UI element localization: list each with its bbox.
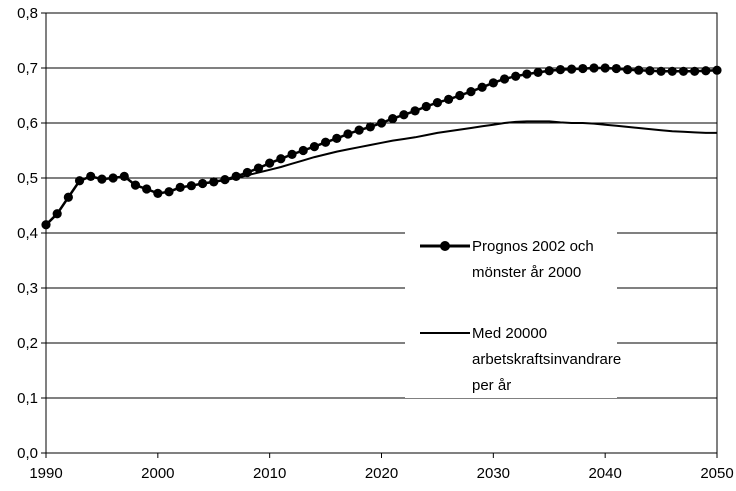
- data-point-0-25: [320, 137, 331, 147]
- data-point-0-35: [432, 98, 443, 108]
- data-point-0-6: [108, 173, 118, 183]
- data-point-0-48: [578, 63, 588, 74]
- data-point-0-20: [265, 158, 275, 168]
- data-point-0-58: [690, 66, 700, 76]
- data-point-0-5: [97, 174, 107, 184]
- data-point-0-9: [142, 184, 152, 194]
- x-axis: 1990 2000 2010 2020 2030 2040 2050: [29, 453, 734, 482]
- data-point-0-31: [388, 114, 398, 124]
- data-point-0-21: [276, 154, 286, 164]
- x-tick-label-0: 1990: [29, 465, 62, 482]
- data-point-0-29: [365, 122, 375, 132]
- series-lines: [41, 63, 722, 230]
- data-point-0-22: [287, 149, 297, 159]
- y-tick-label-1: 0,1: [17, 390, 38, 407]
- legend-label-med20000-line1: Med 20000: [472, 325, 547, 342]
- data-point-0-40: [488, 78, 498, 88]
- data-point-0-46: [555, 65, 566, 75]
- data-point-0-32: [399, 110, 409, 120]
- data-point-0-8: [130, 180, 141, 190]
- data-point-0-15: [209, 177, 219, 187]
- data-point-0-51: [611, 63, 621, 74]
- legend: Prognos 2002 och mönster år 2000 Med 200…: [405, 220, 621, 398]
- x-tick-label-5: 2040: [588, 465, 621, 482]
- y-tick-label-7: 0,7: [17, 60, 38, 77]
- data-point-0-27: [343, 129, 353, 139]
- data-point-0-19: [253, 163, 264, 173]
- y-tick-label-5: 0,5: [17, 170, 38, 187]
- data-point-0-50: [600, 63, 610, 73]
- data-point-0-18: [242, 167, 252, 178]
- data-point-0-55: [656, 66, 666, 76]
- data-point-0-44: [533, 67, 543, 77]
- data-point-0-10: [153, 188, 163, 198]
- data-point-0-33: [410, 106, 420, 116]
- data-point-0-13: [186, 181, 196, 191]
- data-point-0-12: [175, 182, 185, 192]
- x-tick-label-4: 2030: [477, 465, 510, 482]
- x-tick-label-2: 2010: [253, 465, 286, 482]
- data-point-0-56: [667, 66, 677, 76]
- plot-frame: [45, 12, 718, 454]
- data-point-0-7: [119, 171, 129, 181]
- data-point-0-34: [421, 101, 431, 112]
- data-point-0-43: [522, 69, 532, 79]
- x-tick-label-1: 2000: [141, 465, 174, 482]
- data-point-0-37: [455, 90, 465, 101]
- legend-label-prognos-line1: Prognos 2002 och: [472, 238, 594, 255]
- data-point-0-2: [63, 192, 73, 202]
- y-axis: 0,0 0,1 0,2 0,3 0,4 0,5 0,6 0,7 0,8: [17, 5, 46, 462]
- data-point-0-1: [52, 209, 62, 219]
- data-point-0-49: [589, 63, 599, 73]
- data-point-0-42: [511, 71, 521, 81]
- data-point-0-30: [376, 118, 387, 128]
- data-point-0-26: [332, 133, 342, 143]
- legend-label-med20000-line3: per år: [472, 377, 511, 394]
- data-point-0-14: [197, 178, 208, 189]
- series-line-1: [45, 120, 717, 226]
- data-point-0-45: [544, 66, 554, 76]
- legend-label-prognos-line2: mönster år 2000: [472, 264, 581, 281]
- data-point-0-11: [164, 187, 174, 197]
- data-point-0-54: [645, 66, 655, 76]
- series-line-0: [45, 66, 718, 226]
- data-point-0-59: [701, 66, 711, 76]
- y-tick-label-8: 0,8: [17, 5, 38, 22]
- legend-label-med20000-line2: arbetskraftsinvandrare: [472, 351, 621, 368]
- y-tick-label-0: 0,0: [17, 445, 38, 462]
- y-tick-label-2: 0,2: [17, 335, 38, 352]
- y-tick-label-4: 0,4: [17, 225, 38, 242]
- data-point-0-28: [354, 125, 364, 135]
- data-point-0-47: [567, 64, 577, 74]
- data-point-0-52: [622, 65, 633, 75]
- x-tick-label-3: 2020: [365, 465, 398, 482]
- data-point-0-38: [466, 87, 476, 97]
- data-point-0-16: [220, 175, 230, 185]
- y-tick-label-6: 0,6: [17, 115, 38, 132]
- data-point-0-36: [444, 94, 454, 104]
- legend-box: [405, 220, 617, 398]
- data-point-0-23: [298, 145, 308, 156]
- data-point-0-4: [86, 171, 96, 181]
- legend-marker-prognos: [440, 241, 450, 251]
- data-point-0-17: [231, 171, 241, 181]
- data-point-0-3: [74, 176, 85, 186]
- x-tick-label-6: 2050: [700, 465, 733, 482]
- data-point-0-41: [499, 74, 510, 84]
- data-point-0-57: [678, 66, 689, 76]
- y-tick-label-3: 0,3: [17, 280, 38, 297]
- data-point-0-53: [634, 65, 644, 75]
- data-point-0-39: [477, 82, 487, 92]
- data-point-0-24: [309, 142, 319, 152]
